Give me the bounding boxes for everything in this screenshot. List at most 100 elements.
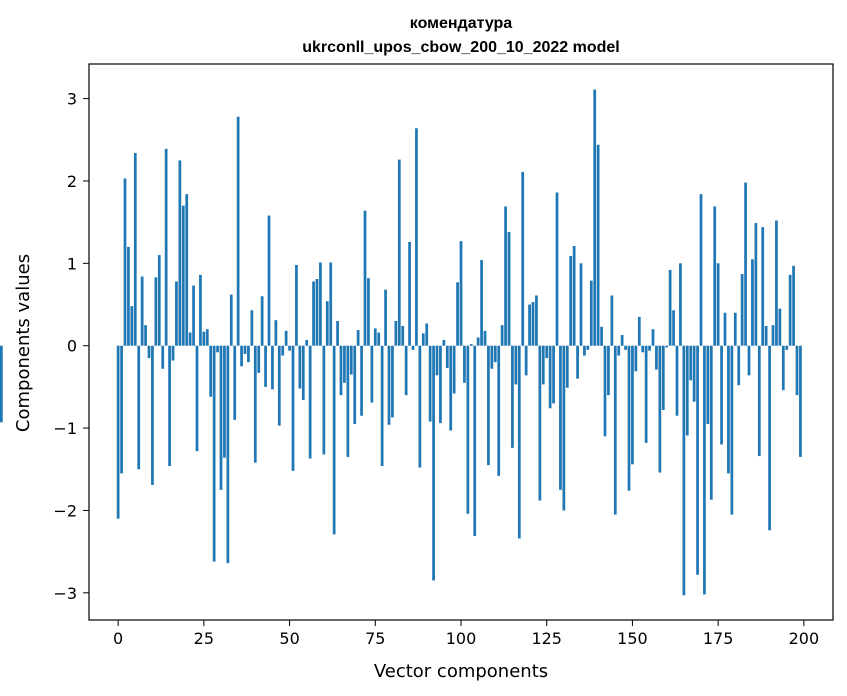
bar-148 (624, 345, 627, 350)
bar-114 (507, 232, 511, 346)
bar-167 (689, 345, 693, 381)
y-axis-label: Components values (13, 254, 34, 432)
bar-108 (487, 345, 490, 466)
bar-16 (171, 345, 175, 361)
bar-57 (312, 281, 315, 346)
bar-28 (212, 345, 216, 562)
bar-33 (229, 294, 233, 346)
y-tick-label: −1 (53, 419, 77, 438)
bar-122 (535, 295, 538, 346)
bar-43 (264, 345, 267, 387)
bar-80 (391, 345, 394, 418)
bar-52 (295, 264, 298, 346)
bar-54 (301, 345, 305, 401)
bar-116 (514, 345, 518, 385)
bar-92 (432, 345, 435, 581)
bar-125 (545, 345, 549, 359)
bar-1 (120, 345, 123, 474)
bar-126 (548, 345, 552, 409)
bar-189 (764, 325, 768, 346)
bar-97 (449, 345, 453, 431)
bar-45 (271, 345, 274, 390)
bar-89 (421, 333, 425, 346)
bar-181 (737, 345, 741, 386)
bar-135 (579, 263, 583, 346)
bar-196 (788, 274, 792, 346)
bar-81 (394, 320, 398, 346)
bar-153 (641, 345, 645, 353)
bar-127 (552, 345, 555, 404)
bar-70 (356, 330, 360, 346)
bar-84 (404, 345, 408, 396)
bar-87 (415, 128, 418, 346)
bar-71 (360, 345, 363, 416)
bar-138 (589, 280, 593, 346)
bar-177 (723, 312, 727, 346)
bar-139 (593, 89, 597, 346)
bar-72 (363, 210, 367, 346)
bar-119 (524, 345, 528, 376)
bar-161 (668, 269, 672, 346)
bar-63 (332, 345, 336, 535)
bar-75 (373, 328, 377, 346)
bar-178 (727, 345, 730, 474)
bar-67 (346, 345, 350, 457)
bar-96 (445, 345, 449, 368)
y-tick-label: 2 (67, 172, 77, 191)
bar-26 (205, 329, 209, 346)
bar-190 (768, 345, 771, 531)
bar-188 (761, 227, 765, 346)
bar-100 (459, 241, 463, 346)
bar-164 (679, 263, 682, 346)
y-tick-label: 1 (67, 254, 77, 273)
bar-83 (401, 325, 405, 346)
bar-121 (531, 302, 535, 346)
bar-5 (133, 152, 137, 346)
bar-107 (483, 330, 487, 346)
bar-182 (740, 274, 744, 346)
bar-74 (370, 345, 374, 403)
bar-123 (538, 345, 542, 501)
bar-3 (127, 246, 130, 346)
bar-198 (795, 345, 799, 396)
bar-112 (500, 325, 504, 346)
bar-141 (600, 326, 603, 346)
bar-18 (178, 160, 182, 346)
bar-47 (277, 345, 281, 426)
bar-174 (713, 206, 717, 346)
bar-191 (771, 325, 775, 346)
bar-35 (236, 116, 240, 346)
bar-102 (466, 345, 470, 514)
bar-131 (565, 345, 569, 388)
bar-159 (661, 345, 665, 410)
x-tick-label: 175 (703, 629, 734, 648)
bar-170 (699, 194, 703, 346)
y-tick-label: −2 (53, 501, 77, 520)
bar-129 (559, 345, 562, 490)
bar-29 (216, 345, 219, 353)
bar-56 (308, 345, 312, 459)
bar-130 (562, 345, 566, 511)
bar-195 (785, 345, 789, 350)
bar-95 (442, 339, 446, 346)
bar-197 (792, 265, 795, 346)
x-tick-label: 200 (789, 629, 820, 648)
bar-120 (528, 304, 531, 346)
bar-49 (284, 330, 288, 346)
x-tick-label: 0 (113, 629, 123, 648)
bar-111 (497, 345, 501, 476)
bar-132 (569, 255, 573, 346)
chart-subtitle: ukrconll_upos_cbow_200_10_2022 model (302, 39, 619, 56)
bar-9 (147, 345, 151, 359)
bar-146 (617, 345, 621, 356)
bar-88 (418, 345, 422, 468)
bar-179 (730, 345, 734, 515)
bar-186 (754, 222, 758, 346)
bar-162 (672, 310, 675, 346)
bar-105 (476, 337, 480, 346)
y-tick-label: 3 (67, 90, 77, 109)
bar-48 (281, 345, 285, 356)
bar-22 (192, 285, 195, 346)
bar-169 (696, 345, 699, 575)
bar-66 (343, 345, 346, 383)
